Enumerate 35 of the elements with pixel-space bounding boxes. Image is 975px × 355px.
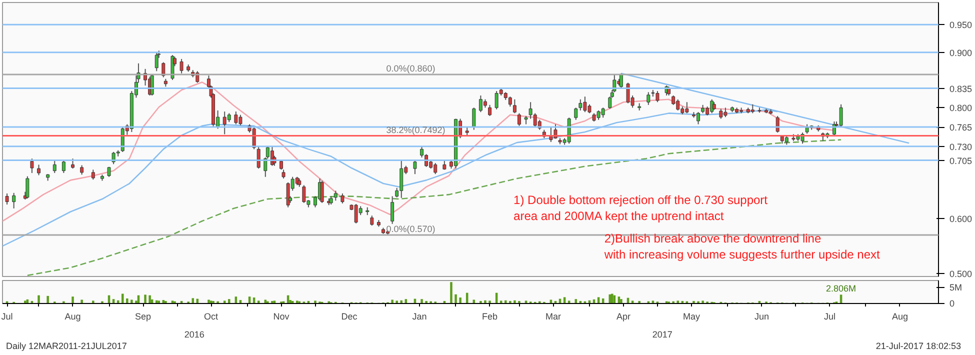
x-tick-label: Jul [1, 312, 13, 322]
x-tick-label: May [682, 312, 700, 322]
x-tick-label: Sep [135, 312, 152, 322]
y-tick-label: 0.765 [950, 122, 972, 133]
y-tick-label: 0.835 [950, 84, 972, 94]
y-tick-label: 0.600 [950, 214, 972, 224]
ref-line-label: 0.0%(0.570) [386, 224, 436, 234]
y-tick-label: 0.705 [950, 156, 972, 166]
x-tick-label: Aug [892, 312, 908, 322]
x-tick-label: Mar [545, 312, 561, 322]
text: Daily 12MAR2011-21JUL2017 [6, 340, 127, 353]
y-tick-label: 0.900 [950, 48, 972, 58]
y-tick-label: 0 [950, 298, 955, 308]
y-tick-label: 0.950 [950, 20, 972, 30]
x-tick-label: Dec [341, 312, 358, 322]
data-label: 2.806M [826, 284, 856, 294]
x-tick-label: Oct [204, 312, 219, 322]
annotation: 2)Bullish break above the downtrend line with increasing volume suggests further upside next [603, 231, 880, 262]
x-tick-label: Apr [616, 312, 630, 322]
x-tick-label: Aug [64, 312, 81, 322]
y-tick-label: 0.730 [950, 142, 972, 152]
y-tick-label: 0.800 [950, 103, 972, 114]
y-tick-label: 0.500 [950, 269, 972, 280]
x-tick-label: Feb [482, 312, 498, 322]
x-tick-label: Jan [412, 312, 427, 322]
x-tick-label: Jun [754, 312, 769, 322]
x-tick-label: Nov [273, 312, 290, 322]
text: 2017 [652, 330, 672, 340]
ref-line-label: 38.2%(0.7492) [386, 124, 446, 135]
text: 2016 [184, 330, 204, 340]
annotation: 1) Double bottom rejection off the 0.730 support area and 200MA kept the uptrend intact [514, 192, 768, 224]
text: 21-Jul-2017 18:02:53 [876, 340, 961, 353]
y-tick-label: 5M [950, 282, 962, 293]
ref-line-label: 0.0%(0.860) [386, 63, 436, 74]
x-tick-label: Jul [824, 312, 836, 322]
